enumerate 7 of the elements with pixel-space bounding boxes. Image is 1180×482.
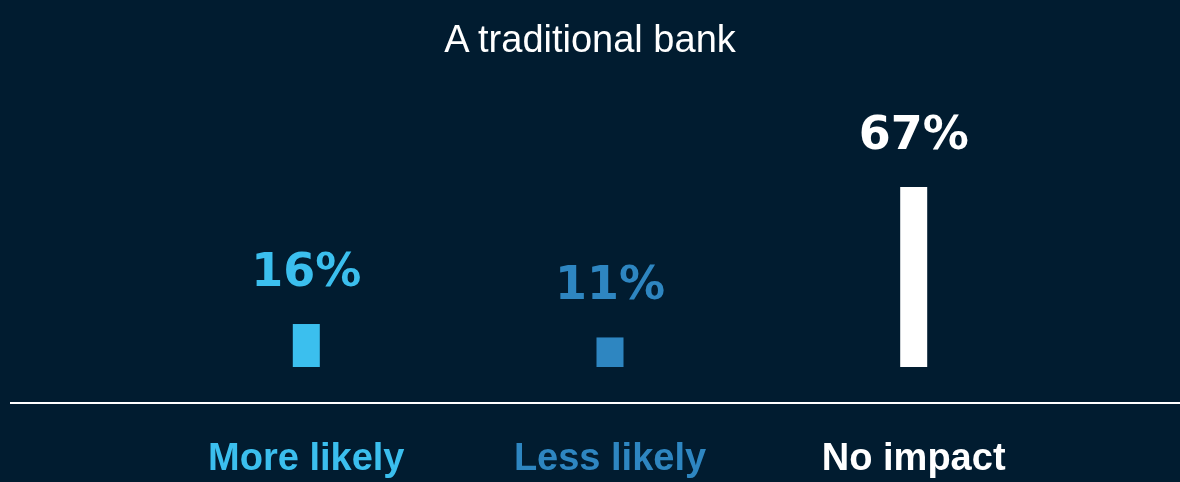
data-label: 11% [554, 256, 666, 311]
x-tick-label: More likely [208, 436, 405, 478]
x-tick-label: No impact [821, 436, 1006, 478]
data-label: 67% [858, 106, 969, 160]
data-label: 16% [251, 243, 362, 298]
x-tick-label: Less likely [513, 436, 707, 478]
chart-title: A traditional bank [444, 18, 737, 60]
